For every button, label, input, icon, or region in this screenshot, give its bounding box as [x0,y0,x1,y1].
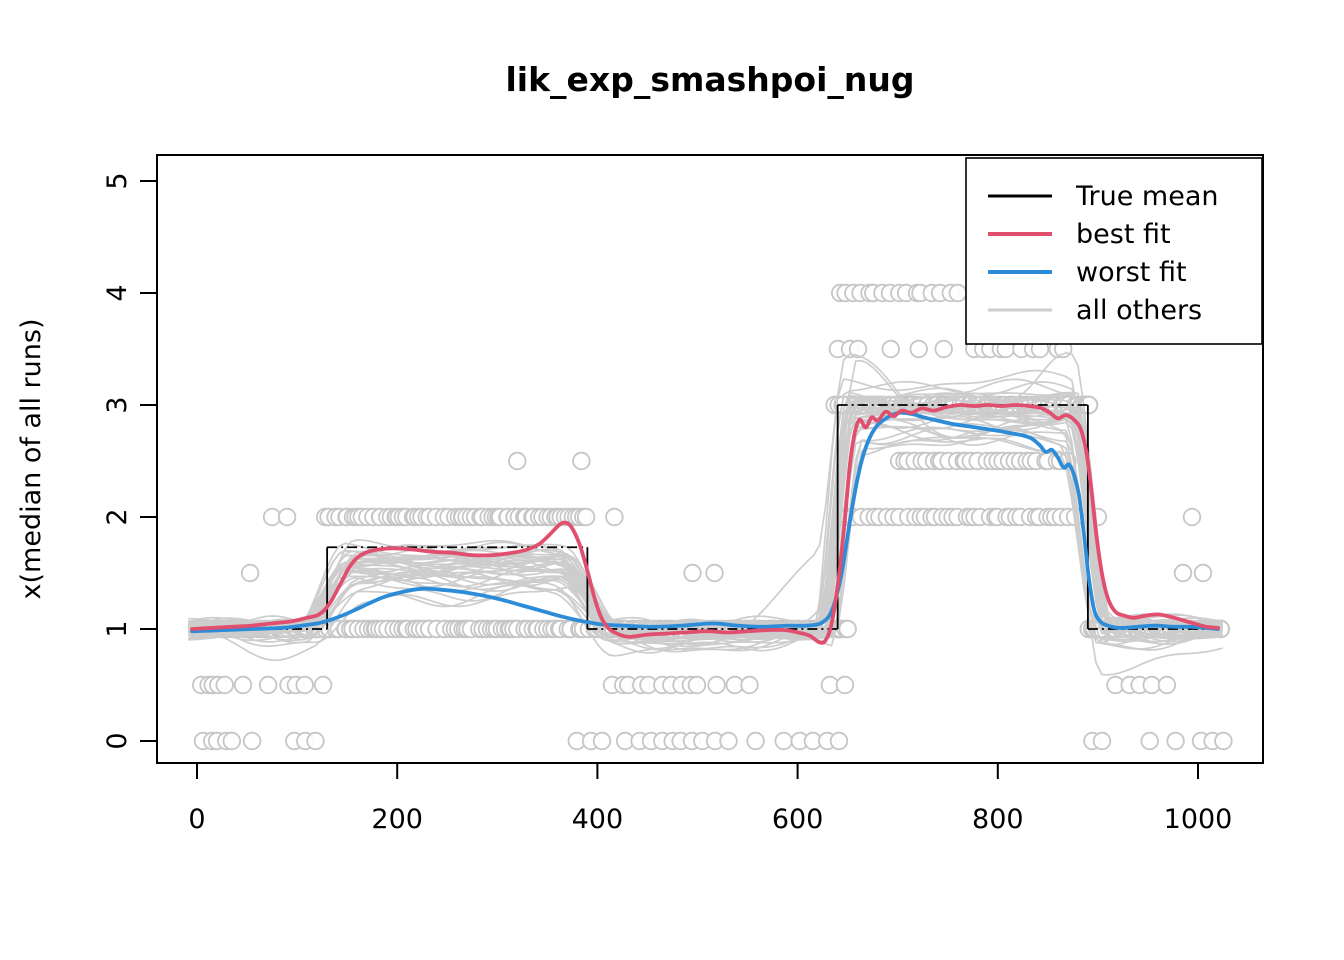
plot-border [156,154,1264,764]
data-point [576,507,596,527]
data-point [948,283,968,303]
y-tick-label: 2 [102,508,133,525]
x-tick-label: 0 [188,804,205,835]
y-tick-label: 1 [102,620,133,637]
data-point [258,675,278,695]
legend-label: True mean [1075,181,1219,212]
data-point [829,731,849,751]
legend-box [965,157,1263,345]
y-axis-label: x(median of all runs) [16,319,47,600]
legend-label: all others [1076,295,1202,326]
y-tick-label: 3 [102,396,133,413]
data-point [719,731,738,751]
plot-frame [156,154,1264,764]
data-point [242,731,262,751]
gray-curve [188,408,1223,637]
best-fit-line [190,403,1220,645]
data-point [909,339,928,359]
legend: True mean best fit worst fit all others [965,157,1263,345]
data-point [705,563,724,583]
gray-curve [188,404,1223,641]
data-point [572,451,591,471]
data-point [240,563,260,583]
worst-fit-curve [190,410,1220,634]
data-point [683,563,702,583]
data-point [222,731,242,751]
data-point [740,675,759,695]
data-point [592,731,612,751]
data-point [1182,507,1202,527]
data-point [508,451,527,471]
legend-label: best fit [1076,219,1171,250]
worst-fit-line [190,410,1220,634]
data-point [687,675,707,695]
gray-curve [188,417,1223,643]
data-point [1157,675,1177,695]
data-point [233,675,253,695]
axes-layer: 0 200 400 600 800 1000 0 1 2 3 4 5 [102,172,1232,835]
x-tick-label: 600 [772,804,824,835]
data-point [1166,731,1185,751]
data-point [881,339,900,359]
data-point [215,675,234,695]
data-point [774,731,793,751]
data-point [313,675,333,695]
data-point [1173,563,1193,583]
data-point [934,339,953,359]
x-tick-label: 800 [972,804,1024,835]
best-fit-curve [190,403,1220,645]
data-point [746,731,765,751]
data-point [1214,731,1233,751]
data-point [707,675,726,695]
data-point [277,507,297,527]
x-tick-label: 400 [572,804,624,835]
gray-curve [188,426,1223,652]
gray-curve [188,426,1223,653]
x-tick-label: 200 [371,804,423,835]
chart-title: lik_exp_smashpoi_nug [505,60,914,99]
gray-curve [188,369,1223,647]
data-point [838,619,857,639]
data-point [1092,731,1112,751]
x-tick-label: 1000 [1164,804,1233,835]
data-point [306,731,325,751]
data-point [1142,675,1161,695]
data-point [835,675,855,695]
y-tick-label: 5 [102,172,133,189]
legend-label: worst fit [1076,257,1187,288]
y-tick-label: 0 [102,732,133,749]
data-point [1193,563,1213,583]
gray-curve [188,394,1223,638]
data-point [848,339,868,359]
data-point [1140,731,1159,751]
data-point [605,507,624,527]
data-point [295,675,314,695]
y-tick-label: 4 [102,284,133,301]
